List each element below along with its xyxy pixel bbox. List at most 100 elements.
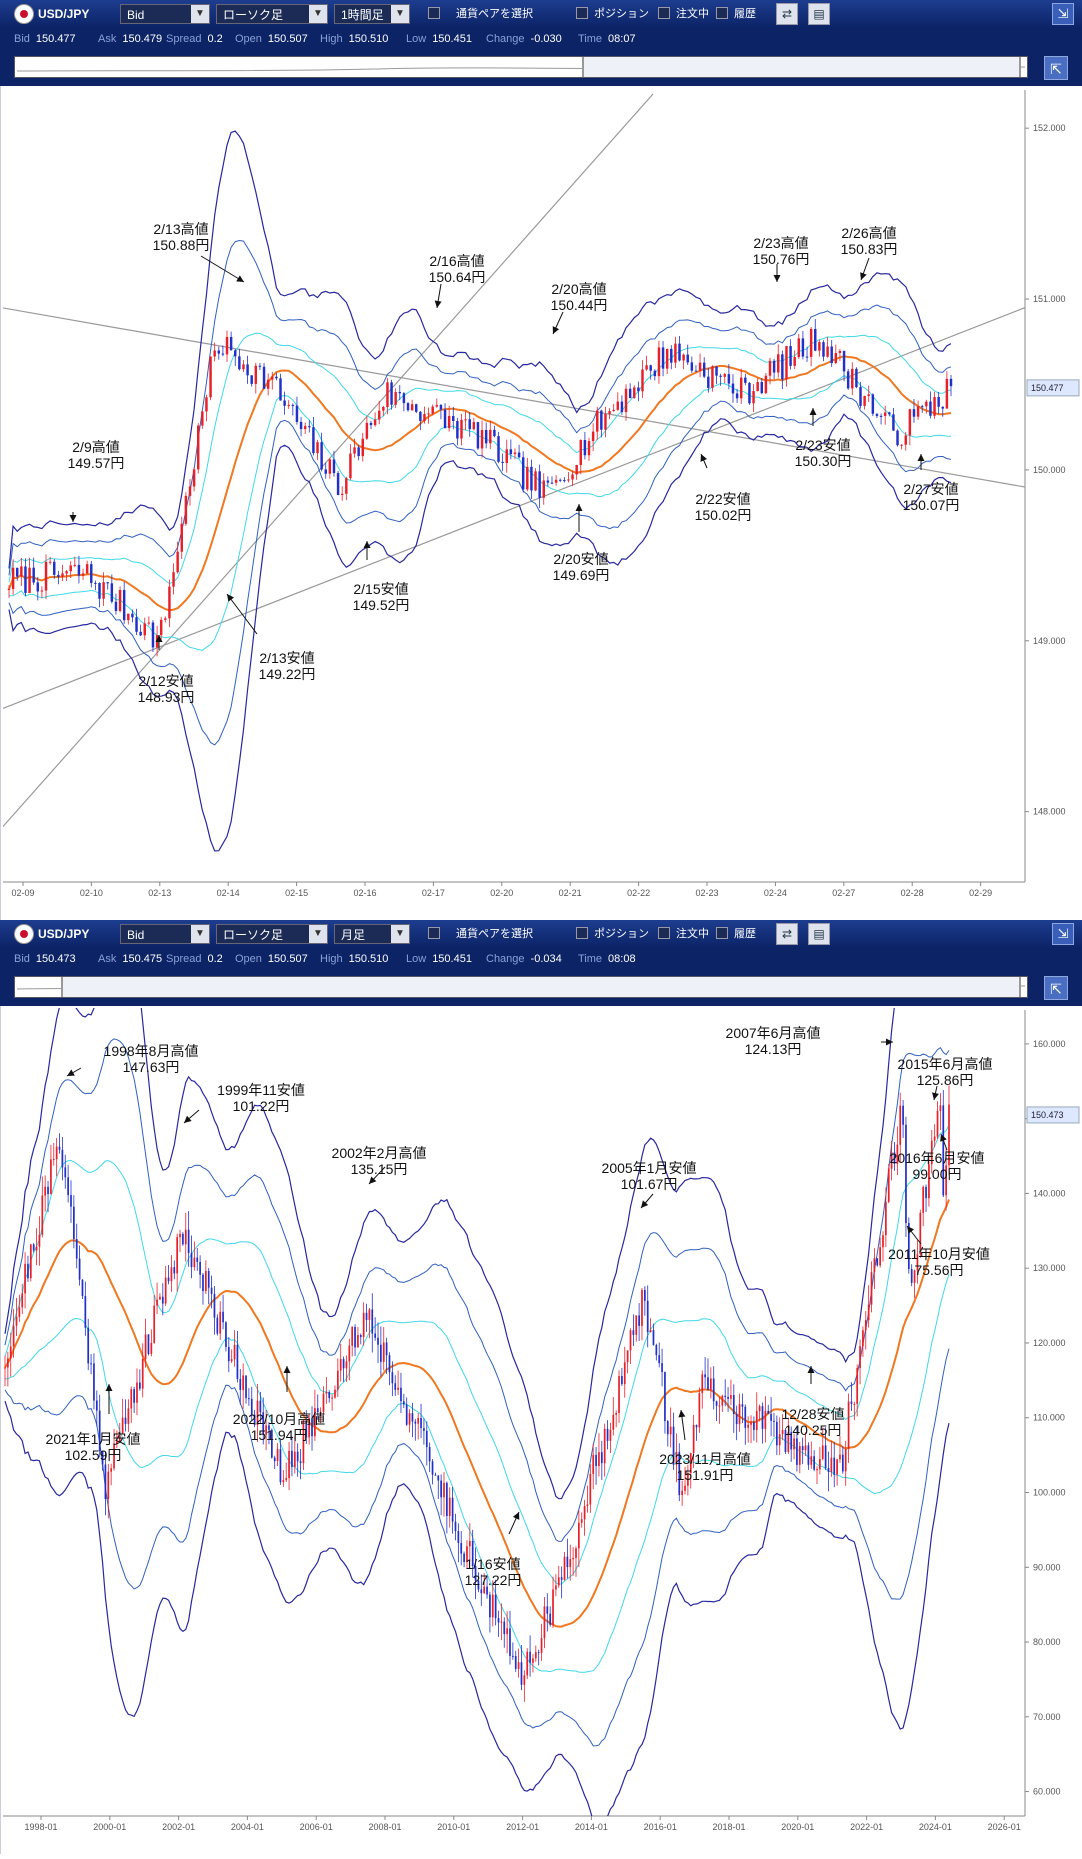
candle-body bbox=[624, 388, 628, 413]
currency-pair-label[interactable]: USD/JPY bbox=[38, 927, 90, 941]
candle-body bbox=[446, 1482, 448, 1516]
candle-body bbox=[204, 1270, 207, 1292]
candle-body bbox=[632, 1330, 635, 1335]
position-checkbox[interactable] bbox=[576, 927, 588, 939]
candle-body bbox=[781, 354, 784, 380]
candle-body bbox=[863, 396, 866, 406]
candle-body bbox=[649, 365, 652, 371]
candle-body bbox=[156, 1299, 158, 1306]
candle-body bbox=[391, 1372, 394, 1384]
candle-body bbox=[213, 350, 216, 357]
candle-body bbox=[748, 382, 751, 404]
annotation-arrow-head bbox=[69, 515, 77, 522]
chart-settings-icon[interactable]: ▤ bbox=[808, 923, 830, 945]
y-tick-label: 140.000 bbox=[1033, 1188, 1066, 1198]
chart-settings-icon[interactable]: ▤ bbox=[808, 3, 830, 25]
select-pairs-checkbox[interactable] bbox=[428, 7, 440, 19]
candle-body bbox=[637, 387, 640, 392]
candle-body bbox=[669, 1426, 672, 1435]
candle-body bbox=[64, 1167, 67, 1178]
price-type-select[interactable]: Bid ▼ bbox=[120, 924, 210, 944]
candle-body bbox=[431, 406, 434, 414]
orders-checkbox[interactable] bbox=[658, 7, 670, 19]
chart-plot-area[interactable]: 148.000 149.000 150.000 151.000 152.000 02-09… bbox=[0, 86, 1082, 920]
candle-body bbox=[509, 1628, 511, 1656]
candle-body bbox=[526, 1651, 529, 1676]
candle-body bbox=[331, 1397, 333, 1399]
candle-body bbox=[758, 1406, 761, 1412]
x-tick-label: 02-16 bbox=[353, 888, 376, 898]
timeframe-select[interactable]: 月足 ▼ bbox=[334, 924, 410, 944]
candle-body bbox=[454, 1521, 457, 1532]
orders-checkbox[interactable] bbox=[658, 927, 670, 939]
candle-body bbox=[124, 1417, 127, 1424]
y-tick-label: 149.000 bbox=[1033, 636, 1066, 646]
candle-body bbox=[550, 482, 554, 484]
collapse-icon[interactable]: ⇲ bbox=[1052, 3, 1074, 25]
chart-style-select[interactable]: ローソク足 ▼ bbox=[216, 4, 328, 24]
candle-body bbox=[434, 1474, 437, 1476]
refresh-chart-icon[interactable]: ⇄ bbox=[776, 3, 798, 25]
position-checkbox[interactable] bbox=[576, 7, 588, 19]
candle-body bbox=[265, 1425, 267, 1435]
candle-body bbox=[686, 354, 689, 363]
x-tick-label: 02-09 bbox=[11, 888, 34, 898]
candle-body bbox=[801, 1446, 804, 1451]
chart-toolbar: USD/JPY Bid ▼ ローソク足 ▼ 1時間足 ▼ 通貨ペアを選択 ポジシ… bbox=[0, 0, 1082, 28]
y-tick-label: 148.000 bbox=[1033, 807, 1066, 817]
candle-body bbox=[316, 1408, 319, 1413]
candle-body bbox=[130, 1389, 133, 1409]
refresh-chart-icon[interactable]: ⇄ bbox=[776, 923, 798, 945]
candle-body bbox=[908, 409, 912, 436]
candle-body bbox=[813, 1456, 816, 1470]
candle-body bbox=[638, 1315, 640, 1326]
candle-body bbox=[136, 1382, 138, 1403]
candle-body bbox=[824, 1445, 827, 1469]
history-checkbox[interactable] bbox=[716, 927, 728, 939]
candle-body bbox=[920, 406, 924, 408]
candle-body bbox=[555, 1585, 557, 1590]
candle-body bbox=[715, 366, 718, 376]
candle-body bbox=[369, 422, 373, 426]
candle-body bbox=[451, 1497, 454, 1522]
chevron-down-icon: ▼ bbox=[391, 925, 409, 943]
time-value: 08:07 bbox=[608, 33, 636, 45]
candle-body bbox=[937, 396, 940, 407]
annotation-value: 149.69円 bbox=[553, 567, 610, 583]
annotation-label: 2015年6月高値 bbox=[898, 1056, 993, 1072]
candle-body bbox=[36, 582, 40, 592]
candle-body bbox=[159, 1296, 161, 1300]
candle-body bbox=[902, 1105, 904, 1125]
candle-body bbox=[684, 1485, 686, 1491]
candle-body bbox=[928, 1164, 930, 1199]
currency-pair-label[interactable]: USD/JPY bbox=[38, 7, 90, 21]
high-value: 150.510 bbox=[348, 953, 389, 965]
navigator-track[interactable] bbox=[14, 56, 1028, 78]
candle-body bbox=[143, 623, 146, 636]
candle-body bbox=[753, 1421, 755, 1430]
candle-body bbox=[698, 362, 702, 371]
history-checkbox[interactable] bbox=[716, 7, 728, 19]
navigator-track[interactable] bbox=[14, 976, 1028, 998]
candle-body bbox=[893, 1152, 896, 1164]
navigator-thumb[interactable] bbox=[581, 57, 1021, 77]
navigator-thumb[interactable] bbox=[60, 977, 1021, 997]
candle-body bbox=[692, 1424, 695, 1453]
candle-body bbox=[385, 1342, 388, 1356]
candle-body bbox=[118, 590, 122, 611]
chart-plot-area[interactable]: 60.000 70.000 80.000 90.000 100.000 110.000 12… bbox=[0, 1006, 1082, 1854]
candle-body bbox=[354, 1326, 356, 1348]
select-pairs-checkbox[interactable] bbox=[428, 927, 440, 939]
price-type-select[interactable]: Bid ▼ bbox=[120, 4, 210, 24]
x-tick-label: 1998-01 bbox=[24, 1822, 57, 1832]
candle-body bbox=[777, 354, 780, 373]
annotation-value: 102.59円 bbox=[65, 1447, 122, 1463]
candle-body bbox=[567, 479, 570, 481]
timeframe-select[interactable]: 1時間足 ▼ bbox=[334, 4, 410, 24]
annotation-arrow-head bbox=[434, 300, 442, 308]
navigator-expand-icon[interactable]: ⇱ bbox=[1044, 976, 1068, 1000]
collapse-icon[interactable]: ⇲ bbox=[1052, 923, 1074, 945]
chart-style-select[interactable]: ローソク足 ▼ bbox=[216, 924, 328, 944]
navigator-expand-icon[interactable]: ⇱ bbox=[1044, 56, 1068, 80]
